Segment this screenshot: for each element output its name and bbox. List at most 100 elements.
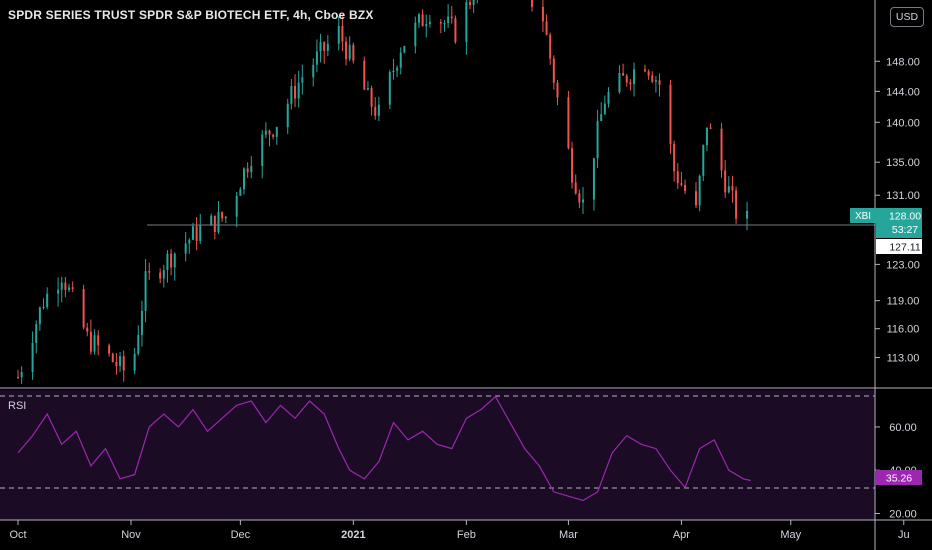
candle-body [224,216,227,219]
last-price-text: 128.00 [889,211,921,223]
candle-body [647,71,650,76]
time-tick-label: Ju [898,529,910,541]
ticker-badge [850,208,876,223]
candle-body [89,331,92,352]
candle-body [571,148,574,183]
candle-body [727,186,730,193]
time-axis[interactable]: Oct Nov Dec 2021 Feb Mar Apr May Ju [9,520,910,541]
candle-body [148,271,151,273]
candle-body [363,60,366,90]
candle-body [545,21,548,35]
candle-body [472,0,475,5]
candle-body [221,212,224,219]
candle-body [680,183,683,186]
candle-body [35,324,38,343]
candle-body [319,42,322,52]
candle-body [684,185,687,192]
candle-body [603,103,606,115]
candle-body [170,253,173,268]
candle-body [439,22,442,24]
candle-body [140,310,143,336]
candle-body [38,307,41,325]
candle-body [709,127,712,129]
candle-body [20,372,23,378]
candle-body [97,335,100,346]
time-tick-label: Feb [457,529,476,541]
candle-body [556,82,559,98]
candle-body [629,82,632,84]
candle-body [345,41,348,60]
candle-body [268,130,271,135]
candle-body [443,22,446,24]
candle-body [352,44,355,61]
candle-body [724,170,727,193]
candle-body [447,16,450,23]
candle-body [341,25,344,42]
price-tick-label: 148.00 [886,56,920,68]
candle-body [567,97,570,149]
currency-button[interactable]: USD [890,7,924,27]
candle-body [654,80,657,82]
candle-body [552,58,555,83]
candle-body [213,215,216,233]
candle-body [417,14,420,23]
candle-body [60,282,63,290]
candle-body [698,175,701,206]
last-price-badge [876,208,922,238]
candle-body [702,145,705,176]
candle-body [396,67,399,71]
candle-body [133,353,136,371]
candle-body [428,22,431,25]
candle-body [46,293,49,308]
candle-body [250,166,253,173]
price-tick-label: 119.00 [887,296,920,308]
candle-body [16,377,20,379]
ref-price-badge [876,239,922,254]
candle-body [625,75,628,83]
price-tick-label: 123.00 [886,259,920,271]
rsi-line [17,395,751,502]
candle-body [297,82,300,99]
candle-body [596,120,599,159]
candle-body [731,186,734,191]
candle-body [676,171,679,184]
time-tick-label: Nov [121,529,141,541]
candle-body [618,72,621,93]
candle-body [399,52,402,68]
candle-body [388,72,391,105]
candle-body [392,70,395,73]
candle-body [348,44,351,60]
candle-body [71,287,74,290]
candle-body [592,158,595,200]
rsi-value-text: 35.26 [886,473,912,485]
candle-body [239,189,242,196]
time-tick-label: Mar [559,529,578,541]
candle-body [669,84,672,144]
candle-body [166,253,169,271]
candle-body [633,69,636,84]
candle-body [137,335,140,354]
candle-body [578,193,581,203]
candle-body [600,114,603,121]
candle-body [159,272,162,279]
candle-body [651,75,654,82]
price-tick-label: 140.00 [886,117,920,129]
candle-body [199,225,202,241]
candle-body [465,2,468,43]
candle-body [549,34,552,59]
candle-body [374,106,377,116]
time-tick-label: 2021 [341,529,365,541]
chart-title: SPDR SERIES TRUST SPDR S&P BIOTECH ETF, … [8,8,374,22]
candle-body [275,127,278,137]
rsi-background [0,390,875,520]
candle-body [210,215,213,226]
candle-body [673,143,676,172]
candle-body [622,72,625,76]
candle-body [42,307,45,309]
candle-body [315,51,318,65]
candle-body [377,104,380,116]
price-tick-label: 144.00 [886,86,920,98]
candle-body [301,77,304,83]
candle-body [31,342,34,373]
